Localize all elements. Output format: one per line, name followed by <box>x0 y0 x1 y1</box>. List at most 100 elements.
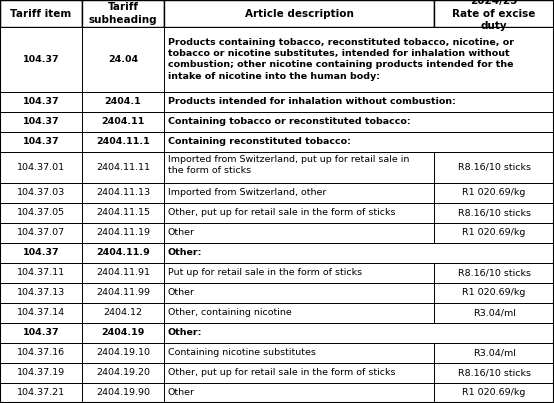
Text: 104.37: 104.37 <box>23 55 59 64</box>
Bar <box>0 0 82 27</box>
Text: 104.37: 104.37 <box>23 328 59 337</box>
Text: R8.16/10 sticks: R8.16/10 sticks <box>458 268 531 278</box>
Bar <box>0 203 82 223</box>
Text: 24.04: 24.04 <box>108 55 138 64</box>
Text: 2404.11.1: 2404.11.1 <box>96 137 150 146</box>
Bar <box>164 27 554 92</box>
Text: Containing tobacco or reconstituted tobacco:: Containing tobacco or reconstituted toba… <box>168 117 411 126</box>
Bar <box>82 363 164 383</box>
Bar <box>434 203 554 223</box>
Bar <box>434 183 554 203</box>
Text: Other, put up for retail sale in the form of sticks: Other, put up for retail sale in the for… <box>168 208 396 218</box>
Text: 2404.11.19: 2404.11.19 <box>96 229 150 237</box>
Bar <box>164 303 434 323</box>
Bar <box>82 152 164 183</box>
Bar <box>0 383 82 403</box>
Bar <box>0 27 82 92</box>
Text: Imported from Switzerland, put up for retail sale in
the form of sticks: Imported from Switzerland, put up for re… <box>168 155 409 175</box>
Text: Other: Other <box>168 229 195 237</box>
Text: 104.37.14: 104.37.14 <box>17 308 65 318</box>
Bar <box>82 132 164 152</box>
Text: Other:: Other: <box>168 249 202 258</box>
Text: 2404.19.90: 2404.19.90 <box>96 388 150 397</box>
Bar <box>0 323 82 343</box>
Text: Other: Other <box>168 289 195 297</box>
Bar <box>164 183 434 203</box>
Bar <box>82 0 164 27</box>
Bar <box>164 92 554 112</box>
Bar <box>82 183 164 203</box>
Bar <box>0 283 82 303</box>
Bar <box>82 303 164 323</box>
Bar <box>164 363 434 383</box>
Bar <box>434 263 554 283</box>
Bar <box>434 223 554 243</box>
Text: 104.37: 104.37 <box>23 137 59 146</box>
Text: R3.04/ml: R3.04/ml <box>473 308 516 318</box>
Text: Imported from Switzerland, other: Imported from Switzerland, other <box>168 189 326 197</box>
Text: R1 020.69/kg: R1 020.69/kg <box>463 388 526 397</box>
Text: Containing nicotine substitutes: Containing nicotine substitutes <box>168 349 316 357</box>
Text: R8.16/10 sticks: R8.16/10 sticks <box>458 368 531 378</box>
Bar <box>164 243 554 263</box>
Bar <box>434 363 554 383</box>
Text: R1 020.69/kg: R1 020.69/kg <box>463 289 526 297</box>
Text: Products containing tobacco, reconstituted tobacco, nicotine, or
tobacco or nico: Products containing tobacco, reconstitut… <box>168 38 514 81</box>
Bar <box>0 363 82 383</box>
Bar <box>164 0 434 27</box>
Text: Products intended for inhalation without combustion:: Products intended for inhalation without… <box>168 97 456 106</box>
Bar <box>434 283 554 303</box>
Bar <box>164 112 554 132</box>
Text: 2404.12: 2404.12 <box>104 308 142 318</box>
Bar <box>82 383 164 403</box>
Text: 104.37.07: 104.37.07 <box>17 229 65 237</box>
Text: 2024/25
Rate of excise
duty: 2024/25 Rate of excise duty <box>453 0 536 31</box>
Bar <box>82 27 164 92</box>
Bar <box>0 92 82 112</box>
Bar <box>434 152 554 183</box>
Bar <box>164 132 554 152</box>
Bar <box>82 223 164 243</box>
Bar <box>164 203 434 223</box>
Bar <box>82 243 164 263</box>
Text: 2404.11.91: 2404.11.91 <box>96 268 150 278</box>
Text: Other, containing nicotine: Other, containing nicotine <box>168 308 291 318</box>
Bar <box>0 243 82 263</box>
Text: R8.16/10 sticks: R8.16/10 sticks <box>458 163 531 172</box>
Bar <box>164 152 434 183</box>
Text: 104.37: 104.37 <box>23 97 59 106</box>
Bar <box>0 132 82 152</box>
Bar <box>0 183 82 203</box>
Text: Other: Other <box>168 388 195 397</box>
Text: 2404.11.15: 2404.11.15 <box>96 208 150 218</box>
Bar <box>0 263 82 283</box>
Text: Tariff
subheading: Tariff subheading <box>89 2 157 25</box>
Text: Other:: Other: <box>168 328 202 337</box>
Text: Article description: Article description <box>245 8 353 19</box>
Bar <box>164 283 434 303</box>
Bar <box>82 112 164 132</box>
Bar <box>0 152 82 183</box>
Text: 2404.19.20: 2404.19.20 <box>96 368 150 378</box>
Text: R3.04/ml: R3.04/ml <box>473 349 516 357</box>
Text: R1 020.69/kg: R1 020.69/kg <box>463 229 526 237</box>
Text: 2404.11.11: 2404.11.11 <box>96 163 150 172</box>
Text: R8.16/10 sticks: R8.16/10 sticks <box>458 208 531 218</box>
Bar <box>82 343 164 363</box>
Text: 2404.19: 2404.19 <box>101 328 145 337</box>
Bar <box>82 203 164 223</box>
Bar <box>164 223 434 243</box>
Bar <box>0 303 82 323</box>
Text: 104.37.19: 104.37.19 <box>17 368 65 378</box>
Text: 104.37: 104.37 <box>23 117 59 126</box>
Bar <box>164 323 554 343</box>
Text: 104.37.03: 104.37.03 <box>17 189 65 197</box>
Text: 104.37: 104.37 <box>23 249 59 258</box>
Text: 2404.1: 2404.1 <box>105 97 141 106</box>
Text: 2404.11: 2404.11 <box>101 117 145 126</box>
Bar <box>434 0 554 27</box>
Text: 104.37.05: 104.37.05 <box>17 208 65 218</box>
Text: 2404.11.9: 2404.11.9 <box>96 249 150 258</box>
Bar <box>0 112 82 132</box>
Bar <box>0 223 82 243</box>
